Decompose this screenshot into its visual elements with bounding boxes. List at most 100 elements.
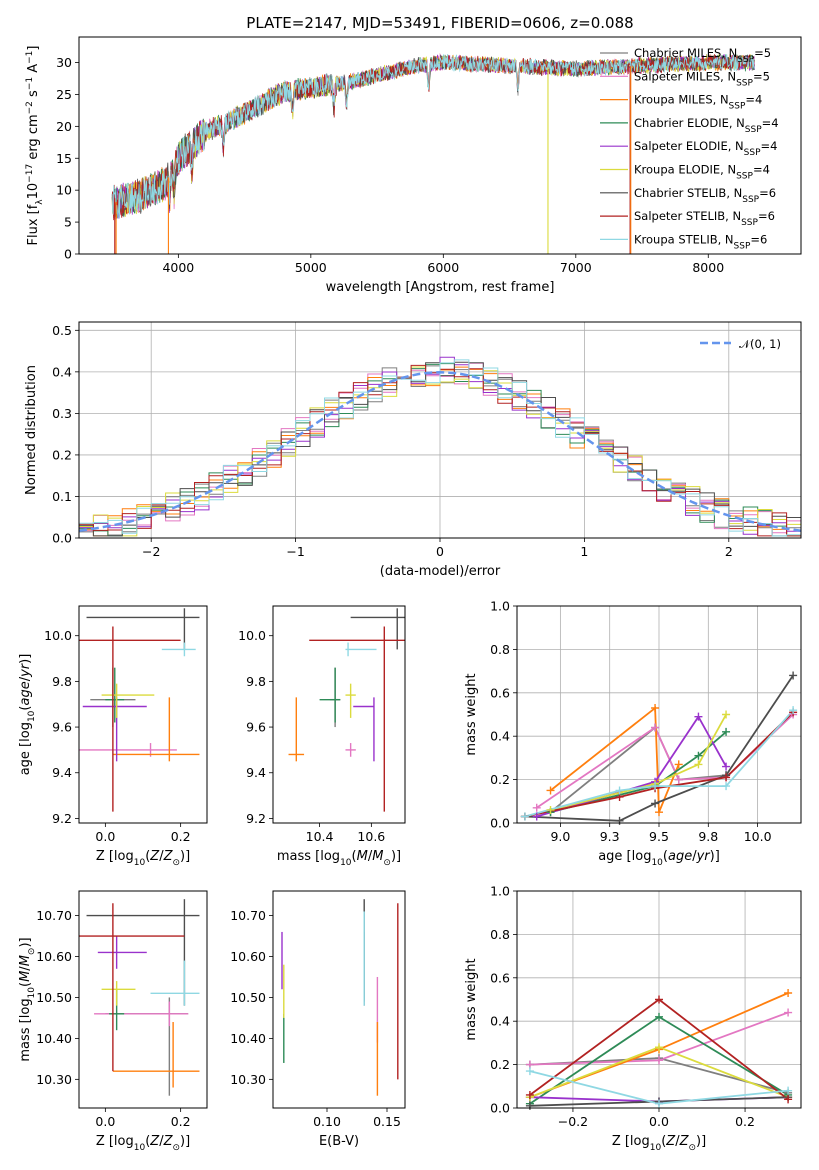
y-axis-label: mass [log10(M/M⊙)] xyxy=(18,937,37,1061)
y-tick-label: 0.6 xyxy=(490,970,510,985)
x-tick-label: −2 xyxy=(142,544,160,559)
y-tick-label: 10.70 xyxy=(36,908,72,923)
weight-marker xyxy=(722,727,731,736)
y-tick-label: 10.50 xyxy=(230,990,266,1005)
weight-marker xyxy=(722,773,731,782)
errorbar-point xyxy=(309,626,405,812)
y-tick-label: 30 xyxy=(56,55,72,70)
x-tick-label: 4000 xyxy=(162,260,194,275)
mass-vs-Z-chart: 0.0 0.2 10.30 10.40 10.50 10.60 10.70 Z [log10(… xyxy=(18,890,208,1153)
weight-marker xyxy=(525,1090,534,1099)
axes-frame xyxy=(272,890,406,1109)
y-tick-label: 9.4 xyxy=(52,765,72,780)
x-tick-label: 0.0 xyxy=(649,1114,669,1129)
weight-marker xyxy=(784,1095,793,1104)
weight-marker xyxy=(784,988,793,997)
y-tick-label: 9.4 xyxy=(246,765,266,780)
x-tick-label: 9.8 xyxy=(698,829,718,844)
weight-marker xyxy=(722,782,731,791)
x-tick-label: 0 xyxy=(436,544,444,559)
weight-marker xyxy=(651,723,660,732)
x-tick-label: 0.2 xyxy=(171,1114,191,1129)
x-axis-label: (data-model)/error xyxy=(380,564,501,579)
x-axis-label: Z [log10(Z/Z⊙)] xyxy=(612,1134,706,1153)
weight-marker xyxy=(546,805,555,814)
figure-title: PLATE=2147, MJD=53491, FIBERID=0606, z=0… xyxy=(246,14,633,32)
weight-marker xyxy=(674,775,683,784)
y-tick-label: 10 xyxy=(56,183,72,198)
errorbar-point xyxy=(94,1001,189,1027)
y-tick-label: 10.30 xyxy=(230,1072,266,1087)
spectrum-series-line xyxy=(111,54,755,220)
mass-vs-ebv-chart: 0.10 0.15 10.30 10.40 10.50 10.60 10.70 E(B-V) xyxy=(230,890,406,1149)
y-tick-label: 10.0 xyxy=(44,628,72,643)
x-tick-label: 0.10 xyxy=(313,1114,341,1129)
x-tick-label: 10.6 xyxy=(357,829,385,844)
spectrum-series-line xyxy=(111,54,755,219)
errorbar-point xyxy=(97,936,147,969)
y-tick-label: 0.2 xyxy=(490,772,510,787)
residuals-legend: 𝒩(0, 1) xyxy=(700,337,781,351)
plot-area xyxy=(79,899,200,1096)
y-tick-label: 20 xyxy=(56,119,72,134)
errorbar-point xyxy=(101,981,136,1006)
x-tick-label: 0.2 xyxy=(171,829,191,844)
weight-marker xyxy=(722,762,731,771)
x-axis-label: Z [log10(Z/Z⊙)] xyxy=(96,1134,190,1153)
spectrum-chart: 4000 5000 6000 7000 8000 0 5 10 15 20 25 30 waveleng… xyxy=(25,36,802,295)
weight-marker xyxy=(655,1012,663,1021)
errorbar-point xyxy=(150,960,200,1006)
x-tick-label: −1 xyxy=(286,544,304,559)
legend-entry-label: Chabrier MILES, NSSP=5 xyxy=(634,46,771,65)
weight-vs-Z-chart: −0.2 0.0 0.2 0.0 0.2 0.4 0.6 0.8 1.0 Z [log10(Z/Z… xyxy=(464,884,802,1153)
weight-marker xyxy=(655,808,663,817)
axes-frame xyxy=(516,890,802,1109)
y-tick-label: 10.60 xyxy=(36,949,72,964)
axes-frame xyxy=(78,605,208,824)
x-tick-label: 0.0 xyxy=(95,829,115,844)
errorbar-point xyxy=(345,743,356,757)
legend-entry-label: Kroupa MILES, NSSP=4 xyxy=(634,93,762,112)
errorbar-point xyxy=(79,903,185,1072)
x-tick-label: 9.0 xyxy=(550,829,570,844)
age-vs-Z-chart: 0.0 0.2 9.2 9.4 9.6 9.8 10.0 Z [log10(Z/Z⊙)] age… xyxy=(18,605,208,868)
errorbar-point xyxy=(105,997,189,1096)
errorbar-point xyxy=(161,642,196,657)
errorbar-point xyxy=(353,697,375,762)
age-vs-mass-chart: 10.4 10.6 9.2 9.4 9.6 9.8 10.0 mass [log10(M/M⊙… xyxy=(238,605,406,868)
errorbar-point xyxy=(345,642,377,657)
axes-frame xyxy=(272,605,406,824)
legend-entry-label: Chabrier STELIB, NSSP=6 xyxy=(634,186,776,205)
weight-marker xyxy=(655,1043,663,1052)
y-tick-label: 10.70 xyxy=(230,908,266,923)
y-tick-label: 15 xyxy=(56,151,72,166)
subplots: 4000 5000 6000 7000 8000051015202530waveleng… xyxy=(18,36,802,1153)
y-tick-label: 10.30 xyxy=(36,1072,72,1087)
y-tick-label: 9.6 xyxy=(246,720,266,735)
y-tick-label: 10.40 xyxy=(230,1031,266,1046)
y-tick-label: 9.6 xyxy=(52,720,72,735)
y-tick-label: 0.4 xyxy=(490,729,510,744)
weight-marker xyxy=(655,1056,663,1065)
y-tick-label: 9.2 xyxy=(246,811,266,826)
errorbar-point xyxy=(79,626,181,812)
y-tick-label: 25 xyxy=(56,87,72,102)
y-tick-label: 10.60 xyxy=(230,949,266,964)
weight-marker xyxy=(651,799,660,808)
y-tick-label: 0.0 xyxy=(490,816,510,831)
x-tick-label: 5000 xyxy=(295,260,327,275)
weight-marker xyxy=(615,786,624,795)
weight-marker xyxy=(520,812,529,821)
weight-marker xyxy=(655,995,663,1004)
y-tick-label: 10.40 xyxy=(36,1031,72,1046)
y-tick-label: 0.4 xyxy=(52,364,72,379)
x-tick-label: 6000 xyxy=(427,260,459,275)
weight-marker xyxy=(694,751,703,760)
plot-area xyxy=(281,899,399,1096)
y-tick-label: 0.1 xyxy=(52,489,72,504)
residuals-chart: −2 −1 0 1 2 0.0 0.1 0.2 0.3 0.4 0.5 (data-model)/er… xyxy=(24,321,802,579)
y-axis-label: Flux [fλ10−17 erg cm−2 s−1 A−1] xyxy=(25,46,45,246)
legend-entry-label: Chabrier ELODIE, NSSP=4 xyxy=(634,116,779,135)
x-axis-label: wavelength [Angstrom, rest frame] xyxy=(326,280,555,295)
